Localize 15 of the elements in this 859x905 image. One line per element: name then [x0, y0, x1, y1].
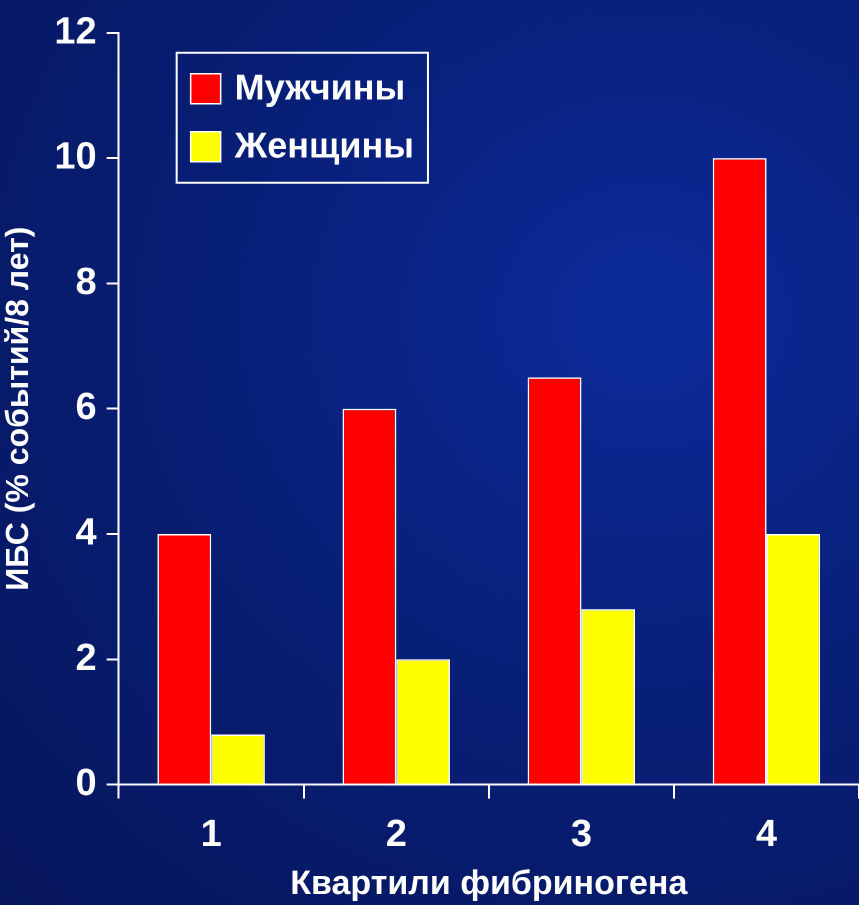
- x-axis-title: Квартили фибриногена: [290, 864, 688, 902]
- x-tick-label: 1: [200, 812, 222, 855]
- y-tick-label: 0: [76, 762, 97, 804]
- y-tick-label: 4: [76, 511, 97, 554]
- y-tick-label: 10: [54, 136, 97, 178]
- y-tick-label: 12: [54, 10, 97, 52]
- legend-label: Мужчины: [234, 66, 406, 108]
- y-tick-label: 6: [76, 386, 97, 428]
- y-tick-label: 2: [76, 636, 97, 679]
- legend-label: Женщины: [234, 124, 414, 166]
- x-tick-label: 2: [386, 812, 407, 855]
- x-tick-label: 4: [756, 812, 778, 855]
- x-tick-label: 3: [570, 812, 592, 855]
- y-tick-label: 8: [76, 260, 97, 303]
- y-axis-title: ИБС (% событий/8 лет): [0, 226, 36, 591]
